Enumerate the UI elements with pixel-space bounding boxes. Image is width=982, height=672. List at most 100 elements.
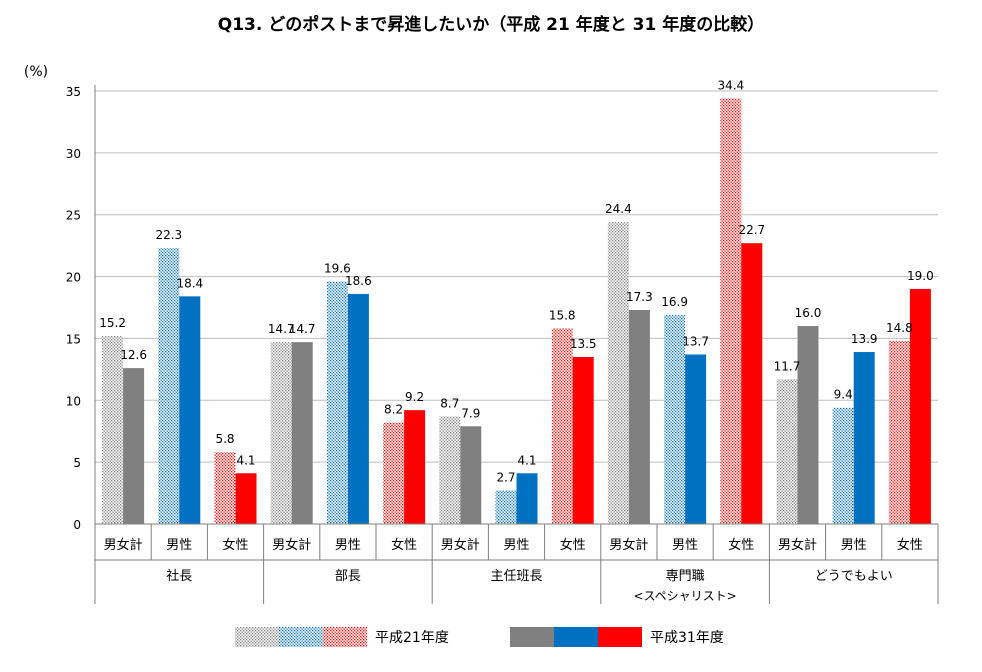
x-subcategory-label: 女性 [897,537,923,553]
data-label-h31: 18.6 [345,274,372,288]
y-tick-label: 5 [73,456,81,470]
legend-swatch-h31-total [510,627,554,647]
bar-h31-total [291,342,313,524]
y-tick-label: 15 [66,332,81,346]
y-tick-label: 30 [66,147,81,161]
y-tick-label: 35 [66,85,81,99]
x-subcategory-label: 男女計 [441,537,480,553]
data-label-h21: 19.6 [324,262,351,276]
data-label-h21: 9.4 [834,388,853,402]
y-axis-unit-label: (%) [24,64,48,80]
legend-swatch-h31-female [598,627,642,647]
bar-h21-female [383,422,405,524]
x-group-label: 社長 [166,568,192,584]
bar-h31-female [235,473,257,524]
x-subcategory-label: 女性 [560,537,586,553]
x-subcategory-label: 男女計 [104,537,143,553]
data-label-h21: 11.7 [774,359,801,373]
bar-h21-total [102,335,124,524]
bar-h31-female [572,356,594,524]
bar-h31-male [853,352,875,524]
data-label-h21: 34.4 [717,78,744,92]
bar-h21-male [158,248,180,525]
bar-h31-total [797,326,819,524]
data-label-h21: 14.7 [268,322,295,336]
bar-h21-male [495,490,517,524]
data-label-h31: 14.7 [289,322,316,336]
chart-title: Q13. どのポストまで昇進したいか（平成 21 年度と 31 年度の比較） [218,14,764,35]
y-tick-label: 25 [66,209,81,223]
data-label-h21: 8.7 [440,396,459,410]
data-label-h31: 22.7 [738,223,765,237]
bar-h31-total [628,309,650,524]
data-labels: 15.212.622.318.45.84.114.714.719.618.68.… [99,78,934,484]
bar-h21-male [664,314,686,524]
bars [102,98,931,525]
x-group-label: 専門職 [666,569,705,584]
x-subcategory-label: 男性 [166,538,192,553]
legend-swatch-h21-female [323,627,367,647]
data-label-h31: 4.1 [517,453,536,467]
data-label-h31: 16.0 [795,306,822,320]
legend-label-h21: 平成21年度 [375,630,449,646]
data-label-h31: 13.9 [851,332,878,346]
x-group-label: どうでもよい [815,569,893,584]
x-subcategory-label: 女性 [391,537,417,553]
bar-h21-total [607,222,629,524]
data-label-h31: 4.1 [236,453,255,467]
x-subcategory-label: 男性 [841,538,867,553]
y-tick-label: 10 [66,394,81,408]
data-label-h31: 12.6 [120,348,147,362]
bar-h31-female [741,243,763,524]
bar-h21-total [439,416,461,524]
data-label-h21: 15.8 [549,309,576,323]
data-label-h21: 24.4 [605,202,632,216]
legend-swatch-h31-male [554,627,598,647]
bar-h31-female [909,288,931,524]
data-label-h21: 22.3 [155,228,182,242]
bar-h31-female [404,410,426,524]
data-label-h21: 16.9 [661,295,688,309]
data-label-h31: 19.0 [907,269,934,283]
y-tick-label: 20 [66,271,81,285]
data-label-h21: 14.8 [886,321,913,335]
data-label-h31: 9.2 [405,390,424,404]
x-subcategory-label: 男女計 [778,537,817,553]
x-subcategory-label: 男女計 [272,537,311,553]
data-label-h31: 17.3 [626,290,653,304]
x-group-label: 主任班長 [490,569,542,584]
x-group-label-line2: <スペシャリスト> [633,589,736,603]
data-label-h21: 5.8 [215,432,234,446]
legend-label-h31: 平成31年度 [650,630,724,646]
bar-h31-male [516,473,538,524]
bar-h21-male [326,281,348,524]
bar-h21-female [888,340,910,524]
bar-h21-total [776,379,798,524]
gridlines [95,90,938,463]
x-subcategory-label: 男性 [503,538,529,553]
data-label-h31: 13.7 [682,335,709,349]
x-subcategory-label: 男女計 [609,537,648,553]
x-subcategory-label: 女性 [222,537,248,553]
bar-h31-male [685,354,707,524]
legend-swatch-h21-male [279,627,323,647]
x-subcategory-label: 女性 [728,537,754,553]
legend: 平成21年度 平成31年度 [235,627,724,647]
bar-h31-total [460,426,482,524]
data-label-h31: 18.4 [176,276,203,290]
bar-h31-total [123,368,145,524]
data-label-h31: 13.5 [570,337,597,351]
data-label-h31: 7.9 [461,406,480,420]
legend-swatch-h21-total [235,627,279,647]
data-label-h21: 15.2 [99,316,126,330]
data-label-h21: 2.7 [496,471,515,485]
bar-h31-male [347,293,369,524]
bar-h31-male [179,296,201,524]
bar-h21-female [720,98,742,525]
bar-h21-female [551,328,573,524]
bar-h21-male [832,407,854,524]
x-subcategory-label: 男性 [672,538,698,553]
